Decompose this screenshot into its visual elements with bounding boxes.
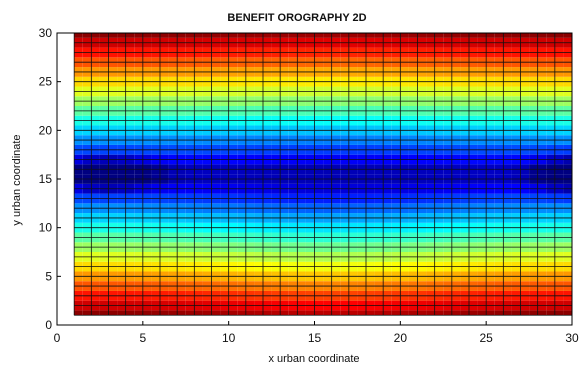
- y-tick-label: 15: [39, 172, 53, 186]
- x-tick-label: 0: [54, 331, 61, 345]
- y-tick-label: 0: [45, 318, 52, 332]
- y-axis-ticks: 0 5 10 15 20 25 30: [39, 26, 61, 332]
- heatmap-cell: [74, 33, 83, 38]
- chart-title: BENEFIT OROGRAPHY 2D: [227, 12, 366, 24]
- x-tick-label: 20: [394, 331, 408, 345]
- heatmap-gridlines: [73, 32, 573, 316]
- y-axis-label: y urban coordinate: [11, 134, 23, 225]
- x-tick-label: 15: [308, 331, 322, 345]
- x-tick-label: 25: [479, 331, 493, 345]
- y-tick-label: 10: [39, 221, 53, 235]
- x-axis-label: x urban coordinate: [268, 353, 359, 365]
- heatmap-cells: [74, 33, 572, 316]
- y-tick-label: 25: [39, 75, 53, 89]
- x-tick-label: 30: [565, 331, 579, 345]
- y-tick-label: 30: [39, 26, 53, 40]
- y-tick-label: 5: [45, 269, 52, 283]
- x-tick-label: 5: [139, 331, 146, 345]
- heatmap-cell: [74, 310, 83, 316]
- x-axis-ticks: 0 5 10 15 20 25 30: [54, 321, 579, 345]
- x-tick-label: 10: [222, 331, 236, 345]
- y-tick-label: 20: [39, 123, 53, 137]
- heatmap-cell: [563, 33, 572, 38]
- heatmap-cell: [563, 310, 572, 316]
